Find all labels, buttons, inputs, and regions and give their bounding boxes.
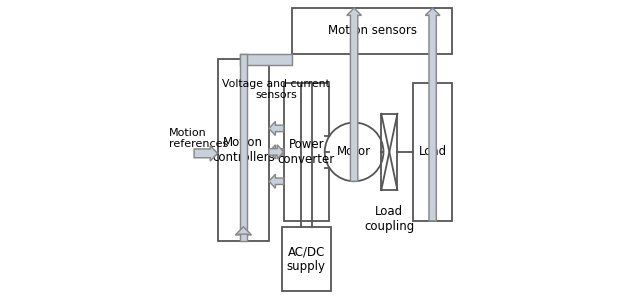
- Text: Power
converter: Power converter: [278, 138, 335, 166]
- Text: Load: Load: [419, 145, 447, 158]
- Text: Motion
controllers: Motion controllers: [212, 136, 275, 164]
- Bar: [413, 83, 453, 221]
- Text: Load
coupling: Load coupling: [364, 205, 414, 233]
- FancyArrow shape: [269, 145, 284, 159]
- FancyArrow shape: [269, 174, 284, 188]
- Bar: [282, 227, 331, 291]
- Bar: [240, 54, 292, 65]
- FancyArrow shape: [347, 8, 361, 181]
- Bar: [284, 83, 329, 221]
- Bar: [292, 8, 453, 54]
- FancyArrow shape: [269, 121, 284, 135]
- Text: Motion sensors: Motion sensors: [328, 24, 417, 37]
- Bar: [381, 114, 398, 190]
- Circle shape: [325, 122, 384, 181]
- Text: Voltage and current
sensors: Voltage and current sensors: [222, 78, 330, 100]
- Text: Motor: Motor: [337, 145, 371, 158]
- Text: Motion
references: Motion references: [169, 128, 228, 150]
- FancyArrow shape: [425, 8, 440, 221]
- FancyArrow shape: [194, 146, 218, 161]
- Bar: [218, 59, 269, 241]
- Bar: [240, 54, 247, 241]
- Text: AC/DC
supply: AC/DC supply: [287, 245, 326, 273]
- FancyArrow shape: [235, 227, 252, 235]
- FancyArrow shape: [269, 145, 284, 159]
